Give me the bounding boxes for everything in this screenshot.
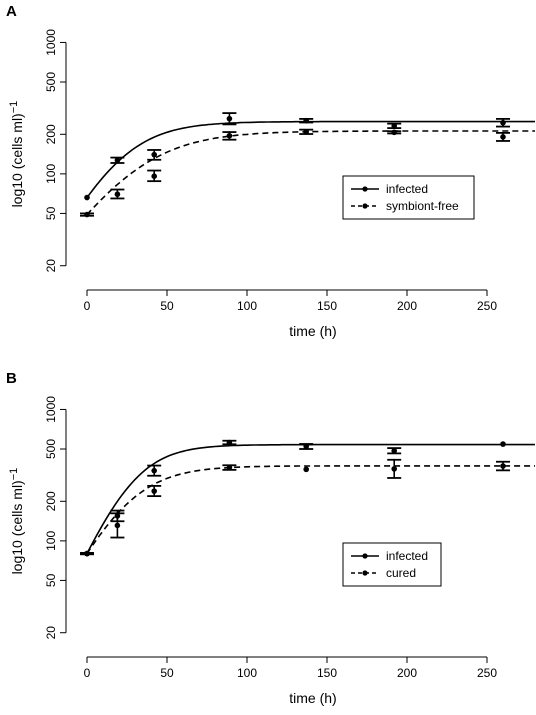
- legend-label: cured: [386, 566, 416, 580]
- legend-label: infected: [386, 182, 428, 196]
- data-point: [391, 466, 398, 472]
- y-tick-label: 200: [44, 124, 58, 144]
- y-tick-label: 1000: [44, 29, 58, 56]
- series-infected: [84, 439, 535, 557]
- x-tick-label: 100: [237, 299, 257, 313]
- x-axis-title: time (h): [289, 690, 336, 706]
- data-point: [151, 173, 157, 179]
- x-tick-label: 250: [477, 666, 497, 680]
- data-point: [303, 466, 310, 473]
- data-point: [151, 467, 157, 474]
- y-tick-label: 500: [44, 439, 58, 459]
- x-tick-label: 50: [160, 666, 174, 680]
- y-tick-label: 500: [44, 72, 58, 92]
- x-tick-label: 0: [84, 666, 91, 680]
- x-tick-label: 100: [237, 666, 257, 680]
- data-point: [391, 129, 398, 136]
- fit-curve: [86, 443, 535, 554]
- data-point: [84, 550, 90, 557]
- legend-label: infected: [386, 549, 428, 563]
- data-point: [500, 119, 506, 126]
- x-tick-label: 250: [477, 299, 497, 313]
- data-point: [114, 157, 121, 164]
- panel-a: A 20 50 100 200 500 1000 0 50 100 150 200 250 time (h…: [6, 3, 535, 339]
- data-point: [500, 134, 506, 140]
- data-point: [303, 128, 310, 135]
- data-point: [226, 439, 233, 446]
- data-point: [500, 463, 506, 469]
- legend-marker: [362, 570, 368, 576]
- legend-marker: [362, 553, 368, 559]
- data-point: [303, 117, 310, 124]
- x-tick-label: 200: [397, 666, 417, 680]
- data-point: [500, 441, 506, 447]
- data-point: [84, 211, 90, 218]
- y-tick-label: 50: [44, 573, 58, 587]
- x-tick-label: 150: [317, 666, 337, 680]
- data-point: [391, 123, 398, 129]
- legend-label: symbiont-free: [386, 199, 459, 213]
- legend: infected cured: [342, 542, 442, 587]
- data-point: [391, 447, 398, 454]
- data-point: [226, 132, 233, 139]
- data-point: [84, 194, 90, 201]
- fit-curve: [86, 465, 535, 555]
- y-tick-label: 1000: [44, 396, 58, 423]
- y-tick-label: 100: [44, 164, 58, 184]
- y-tick-label: 100: [44, 531, 58, 551]
- data-point: [226, 464, 233, 471]
- legend-box: [342, 542, 442, 587]
- panel-label: A: [6, 3, 17, 20]
- series-infected: [84, 112, 535, 201]
- data-point: [151, 151, 157, 158]
- data-point: [114, 191, 121, 198]
- y-tick-label: 200: [44, 491, 58, 511]
- y-tick-label: 20: [44, 259, 58, 273]
- legend: infected symbiont-free: [342, 175, 475, 220]
- legend-marker: [362, 203, 368, 209]
- x-tick-label: 200: [397, 299, 417, 313]
- series-cured: [80, 458, 535, 557]
- legend-marker: [362, 186, 368, 192]
- series-symbiont-free: [80, 128, 535, 218]
- y-axis-title: log10 (cells ml)−1: [8, 101, 25, 208]
- panel-b: B 20 50 100 200 500 1000 0 50 100 150 200 250 time (h…: [6, 370, 535, 706]
- data-point: [151, 488, 157, 494]
- x-tick-label: 0: [84, 299, 91, 313]
- x-axis-title: time (h): [289, 323, 336, 339]
- y-tick-label: 50: [44, 206, 58, 220]
- panel-label: B: [6, 370, 17, 387]
- y-tick-label: 20: [44, 626, 58, 640]
- data-point: [303, 443, 310, 450]
- x-tick-label: 150: [317, 299, 337, 313]
- x-tick-label: 50: [160, 299, 174, 313]
- data-point: [114, 522, 121, 529]
- legend-box: [342, 175, 475, 220]
- y-axis-title: log10 (cells ml)−1: [8, 468, 25, 575]
- data-point: [226, 115, 233, 122]
